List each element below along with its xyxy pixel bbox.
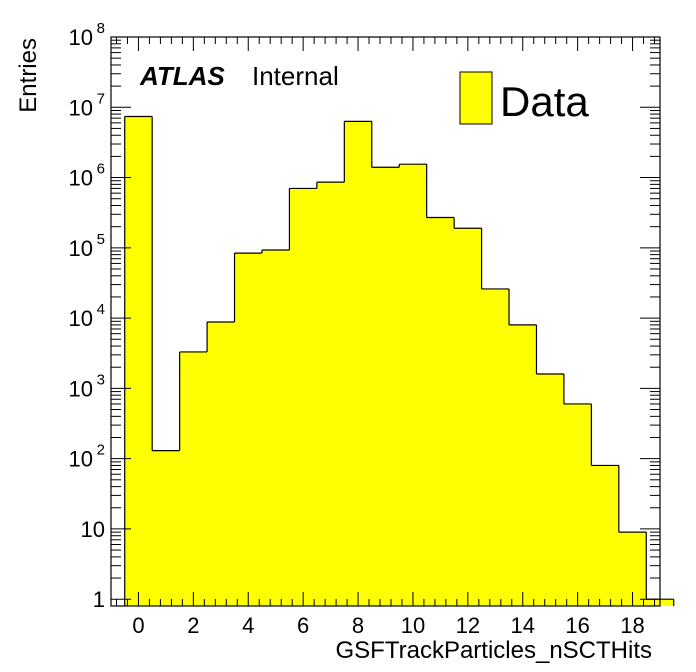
y-tick-label: 10 bbox=[69, 306, 93, 331]
internal-label: Internal bbox=[252, 61, 339, 91]
x-tick-label: 16 bbox=[565, 613, 589, 638]
y-tick-exponent: 2 bbox=[97, 442, 105, 459]
y-tick-exponent: 7 bbox=[97, 90, 105, 107]
legend-swatch-data bbox=[459, 71, 493, 125]
y-axis-ticks bbox=[111, 36, 660, 600]
x-tick-label: 8 bbox=[352, 613, 364, 638]
x-tick-label: 18 bbox=[620, 613, 644, 638]
x-tick-label: 2 bbox=[187, 613, 199, 638]
atlas-label: ATLAS bbox=[139, 61, 225, 91]
x-tick-labels: 0 2 4 6 8 10 12 14 16 18 bbox=[132, 613, 644, 638]
x-tick-label: 0 bbox=[132, 613, 144, 638]
y-tick-label: 10 bbox=[69, 447, 93, 472]
x-axis-ticks bbox=[115, 37, 656, 606]
histogram-bars bbox=[124, 115, 675, 607]
y-tick-label: 10 bbox=[81, 517, 105, 542]
y-tick-exponent: 4 bbox=[97, 301, 105, 318]
y-tick-label: 10 bbox=[69, 95, 93, 120]
legend-label-data: Data bbox=[500, 78, 589, 125]
y-tick-label: 10 bbox=[69, 166, 93, 191]
x-tick-label: 12 bbox=[456, 613, 480, 638]
histogram-fill bbox=[124, 116, 674, 607]
y-axis-title: Entries bbox=[15, 38, 42, 113]
y-tick-label: 1 bbox=[93, 587, 105, 612]
y-tick-label: 10 bbox=[69, 25, 93, 50]
y-tick-exponent: 6 bbox=[97, 161, 105, 178]
legend: Data bbox=[459, 71, 589, 125]
y-tick-label: 10 bbox=[69, 236, 93, 261]
y-tick-exponent: 8 bbox=[97, 20, 105, 37]
x-tick-label: 14 bbox=[511, 613, 535, 638]
y-tick-label: 10 bbox=[69, 376, 93, 401]
y-tick-exponent: 5 bbox=[97, 231, 105, 248]
x-tick-label: 4 bbox=[242, 613, 254, 638]
x-tick-label: 10 bbox=[401, 613, 425, 638]
x-axis-title: GSFTrackParticles_nSCTHits bbox=[336, 637, 653, 664]
x-tick-label: 6 bbox=[297, 613, 309, 638]
y-tick-exponent: 3 bbox=[97, 371, 105, 388]
